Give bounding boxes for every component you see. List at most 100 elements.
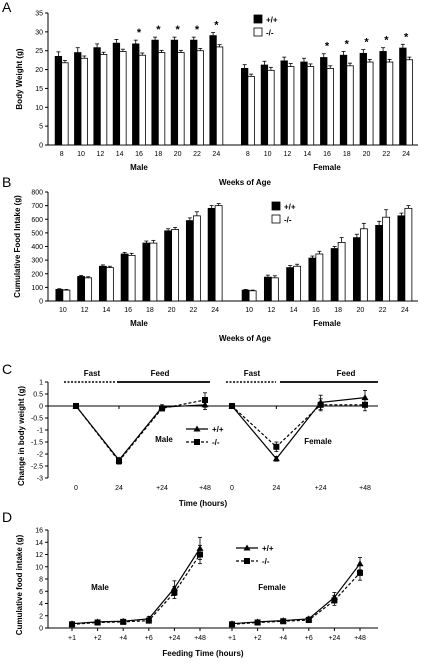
legend-marker [243,544,251,551]
x-tick-label: 16 [312,307,320,314]
panel-letter: C [2,361,12,377]
x-tick-label: 8 [246,151,250,158]
x-tick-label: 20 [363,151,371,158]
x-tick-label: +6 [145,635,153,642]
bar [120,253,129,302]
x-tick-label: 22 [382,151,390,158]
x-tick-label: 10 [245,307,253,314]
x-tick-label: 16 [135,151,143,158]
annotation-feed: Feed [151,369,170,378]
y-axis-title: Change in body weight (g) [17,386,26,486]
legend-swatch [253,27,263,37]
data-point [273,443,280,450]
y-tick-label: 0 [39,143,43,150]
series-line [231,572,361,625]
legend-label: -/- [284,216,292,225]
y-tick-label: 500 [31,230,43,237]
series-line [231,397,366,460]
bar [127,254,136,302]
bar [240,68,249,146]
y-tick-label: 25 [35,48,43,55]
x-tick-label: 16 [323,151,331,158]
x-tick-label: +48 [354,635,366,642]
bar [352,237,361,302]
data-point [120,618,127,625]
x-tick-label: 10 [77,151,85,158]
bar [62,289,71,302]
series-line [71,554,201,625]
legend-label: +/+ [262,544,274,553]
x-tick-label: 20 [356,307,364,314]
bar [280,60,288,146]
y-tick-label: 600 [31,217,43,224]
bar [306,66,315,146]
x-tick-label: +24 [168,635,180,642]
x-tick-label: +48 [194,635,206,642]
data-point [229,403,235,409]
x-tick-label: 14 [303,151,311,158]
bar [138,54,146,146]
panel-letter: B [2,174,11,190]
data-point [94,619,101,626]
bar [196,50,204,146]
y-tick-label: 2 [39,613,43,620]
bar [405,59,414,146]
group-label: Male [155,435,173,444]
legend-swatch [271,214,281,224]
bar [54,55,63,146]
y-tick-label: 0 [39,626,43,633]
significance-star: * [325,41,330,53]
data-point [159,405,165,412]
y-tick-label: 20 [35,67,43,74]
y-tick-label: -2.5 [31,464,43,471]
legend-label: +/+ [266,16,278,25]
data-point [116,458,122,465]
y-tick-label: -1 [37,428,43,435]
x-tick-label: 12 [284,151,292,158]
bar [149,242,158,302]
bar [270,277,279,302]
x-tick-label: 24 [211,307,219,314]
bar [61,62,69,146]
legend-label: +/+ [212,425,224,434]
bar [339,54,348,146]
significance-star: * [345,38,350,50]
y-tick-label: 1 [39,380,43,387]
x-tick-label: 16 [124,307,132,314]
bar [190,39,198,146]
legend-label: +/+ [284,203,296,212]
bar [93,47,101,146]
data-point [197,551,203,558]
legend-marker [193,425,201,432]
bar [192,215,201,302]
bar [215,46,224,146]
group-label: Female [258,583,286,592]
series-line [75,404,206,461]
bar [164,230,173,302]
data-point [69,621,75,628]
bar [359,52,367,146]
x-tick-label: 20 [168,307,176,314]
group-label: Male [130,319,148,328]
y-tick-label: -3 [37,476,43,483]
x-tick-label: 18 [343,151,351,158]
data-point [362,401,368,408]
group-label: Female [304,437,332,446]
bar [248,290,257,302]
bar [399,47,407,146]
y-tick-label: 10 [35,105,43,112]
significance-star: * [384,35,389,47]
y-tick-label: 35 [35,11,43,18]
data-point [317,401,324,408]
legend-label: -/- [212,438,220,447]
bar [74,52,82,146]
significance-star: * [364,37,369,49]
data-point [356,560,364,567]
x-tick-label: +48 [359,485,371,492]
bar [157,52,166,146]
y-tick-label: -1.5 [31,440,43,447]
x-tick-label: +2 [254,635,262,642]
bar [99,54,108,146]
x-tick-label: 14 [290,307,298,314]
bar [293,265,302,302]
